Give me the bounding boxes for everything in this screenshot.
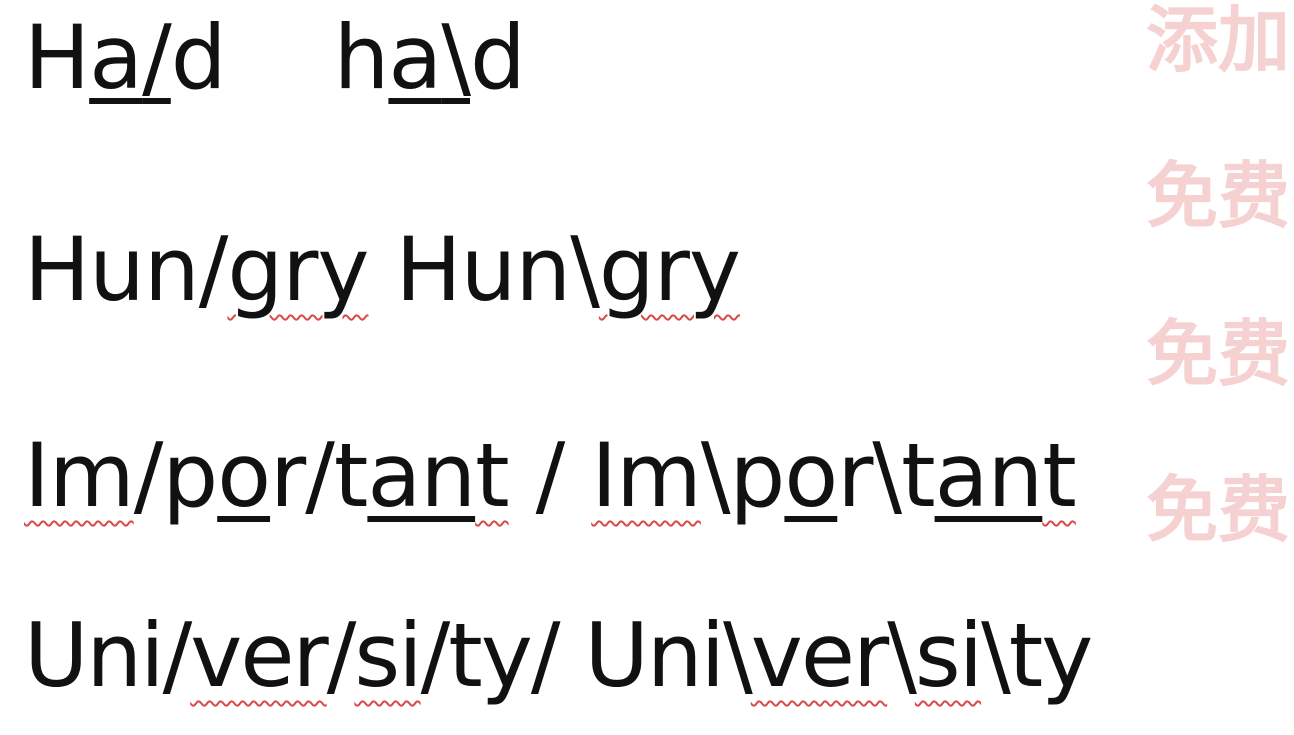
text-segment: d xyxy=(470,6,526,109)
text-line-important: Im/por/tant / Im\por\tant xyxy=(24,432,1077,520)
text-segment: \ty xyxy=(981,604,1093,707)
text-segment: \p xyxy=(700,424,786,527)
spellcheck-word: si xyxy=(354,604,422,707)
text-segment: h xyxy=(333,6,390,109)
text-line-had: Ha/d ha\d xyxy=(24,14,526,102)
text-segment: d xyxy=(170,6,227,109)
watermark-text: 添加 xyxy=(1146,0,1291,82)
spellcheck-word: gry xyxy=(598,218,741,321)
underlined-vowel: a xyxy=(388,6,442,109)
underlined-vowel: an xyxy=(367,424,476,527)
text-segment: Hun\ xyxy=(368,218,599,321)
falling-tone-mark: \ xyxy=(441,6,471,109)
watermark: 添加 免费 免费 免费 xyxy=(1146,0,1294,735)
spellcheck-word: gry xyxy=(227,218,369,321)
spellcheck-word: ver xyxy=(750,604,889,707)
text-segment: H xyxy=(24,6,90,109)
underlined-vowel: o xyxy=(217,424,271,527)
spellcheck-word: si xyxy=(914,604,983,707)
text-segment: Uni/ xyxy=(24,604,192,707)
underlined-vowel: a xyxy=(89,6,143,109)
watermark-text: 免费 xyxy=(1146,468,1291,552)
watermark-text: 免费 xyxy=(1146,312,1291,396)
spellcheck-word: ver xyxy=(190,604,328,707)
spellcheck-word: Im xyxy=(24,424,135,527)
text-line-university: Uni/ver/si/ty/ Uni\ver\si\ty xyxy=(24,612,1093,700)
underlined-vowel: o xyxy=(784,424,838,527)
spellcheck-word: t xyxy=(1042,424,1077,527)
text-segment: r/t xyxy=(270,424,368,527)
text-segment: / xyxy=(508,424,592,527)
rising-tone-mark: / xyxy=(142,6,172,109)
spellcheck-word: Im xyxy=(591,424,702,527)
text-segment: r\t xyxy=(837,424,935,527)
text-segment: / xyxy=(326,604,357,707)
text-segment: \ xyxy=(887,604,917,707)
spellcheck-word: t xyxy=(475,424,510,527)
text-line-hungry: Hun/gry Hun\gry xyxy=(24,226,741,314)
watermark-text: 免费 xyxy=(1146,154,1291,238)
underlined-vowel: an xyxy=(934,424,1044,527)
text-segment: /ty/ Uni\ xyxy=(420,604,753,707)
text-segment: /p xyxy=(133,424,219,527)
text-segment: Hun/ xyxy=(24,218,228,321)
